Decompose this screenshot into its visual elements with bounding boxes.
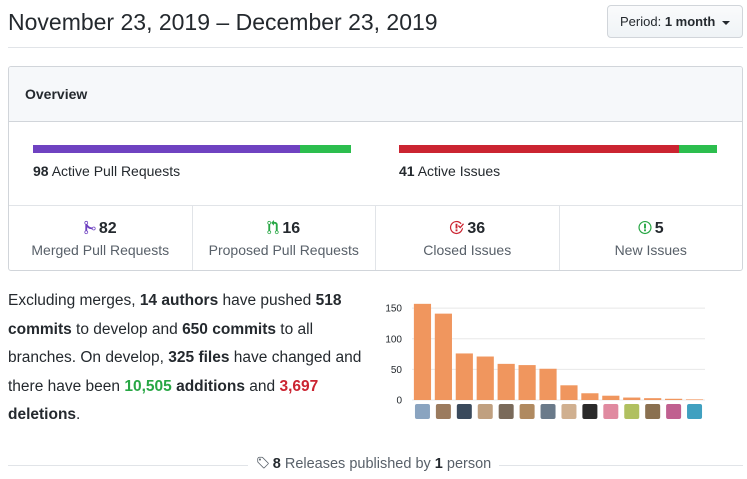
new-issues-label: New Issues	[614, 242, 687, 258]
closed-issues-stat[interactable]: 36 Closed Issues	[376, 206, 560, 270]
overview-title: Overview	[9, 67, 742, 122]
contributor-avatar[interactable]	[519, 404, 535, 419]
period-label: Period:	[619, 14, 662, 29]
additions-label: additions	[171, 377, 245, 395]
summary-text: have pushed	[218, 292, 316, 309]
contributor-avatar[interactable]	[666, 404, 682, 419]
page-header: November 23, 2019 – December 23, 2019 Pe…	[8, 0, 743, 48]
new-issues-value: 5	[654, 220, 664, 237]
contributor-avatar[interactable]	[540, 404, 556, 419]
contributor-avatar[interactable]	[435, 404, 451, 419]
active-issues-count: 41	[399, 163, 415, 179]
chart-bar	[434, 313, 452, 400]
closed-issues-segment	[399, 145, 679, 153]
y-tick-label: 150	[385, 304, 402, 315]
y-tick-label: 100	[385, 334, 402, 345]
contributor-avatar[interactable]	[477, 404, 493, 419]
develop-commits-count: 518 commits	[8, 292, 342, 338]
merged-pr-label: Merged Pull Requests	[31, 242, 170, 258]
pull-requests-progress-bar[interactable]	[33, 145, 351, 153]
chart-bar	[560, 385, 578, 400]
summary-text: .	[76, 406, 81, 423]
contributor-avatar[interactable]	[582, 404, 598, 419]
files-changed-count: 325 files	[168, 349, 230, 366]
summary-text: to all branches. On develop,	[8, 320, 314, 367]
authors-count: 14 authors	[139, 292, 219, 309]
contributor-avatar[interactable]	[645, 404, 661, 419]
proposed-pr-label: Proposed Pull Requests	[208, 242, 359, 258]
chart-bar	[497, 363, 515, 400]
merged-pr-value: 82	[98, 220, 117, 237]
all-commits-count: 650 commits	[182, 320, 276, 338]
period-dropdown-button[interactable]: Period: 1 month	[606, 5, 743, 38]
merged-pr-segment	[33, 145, 301, 153]
merged-pull-requests-stat[interactable]: 82 Merged Pull Requests	[9, 206, 193, 270]
additions-count: 10,505	[124, 377, 172, 395]
deletions-count: 3,697	[279, 377, 319, 395]
chart-bar	[455, 353, 473, 400]
releases-text: Releases published by	[280, 456, 435, 472]
active-issues-link[interactable]: 41 Active Issues	[399, 163, 500, 179]
period-value: 1 month	[664, 14, 716, 29]
new-issues-stat[interactable]: 5 New Issues	[560, 206, 743, 270]
chart-bar	[518, 365, 536, 400]
contributor-avatar[interactable]	[603, 404, 619, 419]
chart-bar	[476, 356, 494, 400]
proposed-pr-value: 16	[282, 220, 301, 237]
open-issues-segment	[678, 145, 717, 153]
contributor-avatar[interactable]	[498, 404, 514, 419]
contributor-avatar[interactable]	[561, 404, 577, 419]
closed-issues-value: 36	[467, 220, 486, 237]
contributor-avatar[interactable]	[687, 404, 703, 419]
summary-text: to develop and	[71, 320, 183, 338]
chart-bar	[623, 397, 641, 400]
chart-bar	[539, 368, 557, 400]
active-pr-label: Active Pull Requests	[51, 163, 181, 179]
stats-row: 82 Merged Pull Requests 16 Proposed Pull…	[9, 206, 742, 270]
y-tick-label: 0	[396, 396, 402, 407]
releases-summary: 8 Releases published by 1 person	[0, 455, 747, 473]
deletions-label: deletions	[8, 406, 77, 423]
commit-summary: Excluding merges, 14 authors have pushed…	[8, 287, 368, 430]
contributor-avatar[interactable]	[414, 404, 430, 419]
contributor-avatar[interactable]	[624, 404, 640, 419]
contributor-avatar[interactable]	[456, 404, 472, 419]
open-issue-icon	[638, 220, 652, 235]
merged-pr-icon	[84, 220, 96, 235]
open-pr-icon	[267, 220, 279, 235]
summary-text: Excluding merges,	[8, 292, 140, 309]
caret-down-icon	[722, 20, 730, 25]
contributors-commit-chart: 0 50 100 150	[385, 303, 705, 419]
y-tick-label: 50	[391, 365, 403, 376]
summary-text: have changed and there have been	[8, 349, 362, 395]
chart-bar	[644, 398, 662, 400]
people-count: 1	[434, 456, 443, 472]
people-text: person	[442, 456, 492, 472]
chart-bar	[665, 398, 683, 400]
chart-bar	[413, 303, 432, 400]
open-pr-segment	[300, 145, 351, 153]
chart-bar	[581, 393, 599, 400]
active-pr-count: 98	[33, 163, 49, 179]
closed-issues-label: Closed Issues	[423, 242, 512, 258]
tag-icon	[257, 456, 269, 469]
chart-bar	[685, 399, 704, 400]
overview-box: Overview 98 Active Pull Requests 41 Acti…	[8, 66, 743, 271]
releases-link[interactable]: 8 Releases published by 1 person	[247, 456, 500, 472]
active-issues-label: Active Issues	[417, 163, 501, 179]
proposed-pull-requests-stat[interactable]: 16 Proposed Pull Requests	[193, 206, 376, 270]
closed-issue-icon	[450, 220, 465, 235]
summary-text: and	[244, 377, 280, 395]
issues-progress-bar[interactable]	[399, 145, 717, 153]
active-pull-requests-link[interactable]: 98 Active Pull Requests	[33, 163, 180, 179]
releases-count: 8	[272, 456, 281, 472]
activity-bars: 98 Active Pull Requests 41 Active Issues	[9, 122, 742, 206]
page-title: November 23, 2019 – December 23, 2019	[8, 9, 438, 35]
chart-bar	[602, 395, 620, 400]
